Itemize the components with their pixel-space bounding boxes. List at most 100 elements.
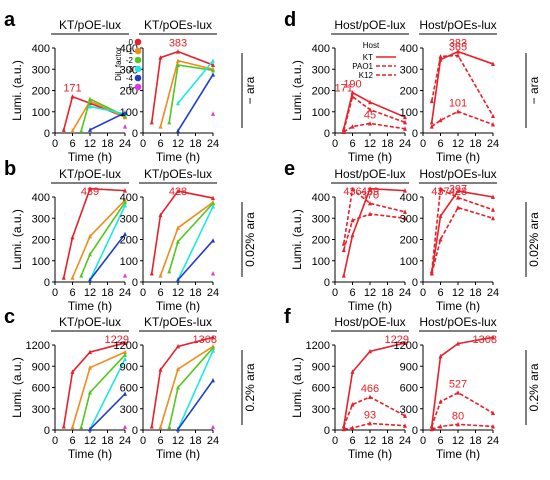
y-tick-label: 200 [120, 235, 138, 247]
data-label: 171 [63, 83, 81, 95]
x-tick-label: 18 [101, 287, 113, 299]
series-line [431, 423, 494, 431]
data-label: 439 [81, 186, 99, 198]
data-point [88, 277, 92, 282]
data-point [368, 394, 372, 399]
data-label: 370 [361, 189, 379, 201]
data-point [368, 200, 372, 206]
data-point [211, 334, 215, 340]
data-point [429, 98, 434, 104]
series-line [177, 240, 214, 281]
y-tick-label: 100 [32, 256, 50, 268]
data-point [88, 389, 92, 395]
legend-title: Dil. factor [114, 47, 123, 81]
data-point [368, 107, 372, 112]
data-point [491, 410, 495, 415]
data-point [456, 205, 460, 210]
panel-letter: a [4, 9, 16, 31]
legend-label: K12 [359, 71, 374, 80]
series-line [342, 342, 406, 427]
series-line [431, 110, 494, 128]
data-point [149, 271, 154, 276]
data-point [79, 273, 84, 278]
y-tick-label: 0 [44, 128, 50, 140]
panel-title: Host/pOE-lux [334, 167, 405, 181]
x-axis-label: Time (h) [68, 447, 112, 461]
x-tick-label: 24 [487, 435, 499, 447]
x-tick-label: 0 [52, 435, 58, 447]
data-point [491, 334, 495, 340]
data-point [403, 126, 407, 131]
series-line [430, 336, 494, 427]
data-point [88, 426, 92, 432]
legend-swatch [134, 47, 142, 55]
legend-swatch [134, 38, 142, 46]
series-line [71, 199, 126, 279]
y-tick-label: 0 [324, 277, 330, 289]
data-point [429, 423, 434, 429]
data-label: 1229 [385, 334, 409, 346]
data-point [123, 349, 127, 355]
data-point [158, 124, 163, 129]
data-point [368, 211, 372, 216]
series-line [430, 391, 494, 427]
legend-swatch [134, 74, 142, 82]
series-line [89, 393, 126, 430]
data-point [456, 341, 460, 346]
data-point [88, 127, 92, 132]
series-line [89, 105, 126, 115]
data-point [341, 273, 346, 278]
data-label: 190 [343, 79, 361, 91]
data-point [123, 352, 127, 357]
x-tick-label: 18 [189, 287, 201, 299]
data-point [176, 100, 180, 106]
x-tick-label: 24 [487, 287, 499, 299]
y-tick-label: 400 [312, 192, 330, 204]
series-line [177, 379, 214, 430]
panel-title: Host/pOE-lux [334, 315, 405, 329]
data-point [123, 124, 127, 129]
data-point [350, 186, 355, 192]
x-axis-label: Time (h) [156, 447, 200, 461]
y-tick-label: 300 [120, 404, 138, 416]
panel-letter: e [284, 158, 295, 180]
y-tick-label: 100 [312, 107, 330, 119]
data-point [88, 96, 92, 101]
data-point [61, 127, 66, 132]
series-line [177, 60, 214, 104]
x-tick-label: 12 [84, 435, 96, 447]
y-tick-label: 400 [400, 192, 418, 204]
data-point [438, 213, 443, 219]
data-point [491, 215, 495, 221]
data-point [70, 128, 75, 133]
data-point [491, 194, 495, 199]
x-tick-label: 12 [364, 138, 376, 150]
condition-label: 0.02% ara [243, 212, 257, 267]
x-tick-label: 0 [420, 435, 426, 447]
data-point [79, 128, 84, 133]
x-tick-label: 24 [207, 138, 219, 150]
data-label: 527 [449, 379, 467, 391]
x-axis-label: Time (h) [348, 447, 392, 461]
series-line [89, 205, 126, 281]
x-tick-label: 18 [101, 435, 113, 447]
data-label: 383 [169, 38, 187, 50]
series-line [89, 233, 126, 281]
y-tick-label: 200 [32, 86, 50, 98]
x-tick-label: 18 [381, 138, 393, 150]
data-point [70, 369, 75, 374]
data-point [438, 423, 443, 429]
data-point [350, 90, 355, 95]
data-point [491, 61, 495, 66]
data-point [88, 186, 92, 191]
data-point [211, 348, 215, 353]
x-tick-label: 24 [207, 435, 219, 447]
data-point [456, 390, 460, 395]
y-axis-label: Lumi. (a.u.) [10, 357, 24, 418]
